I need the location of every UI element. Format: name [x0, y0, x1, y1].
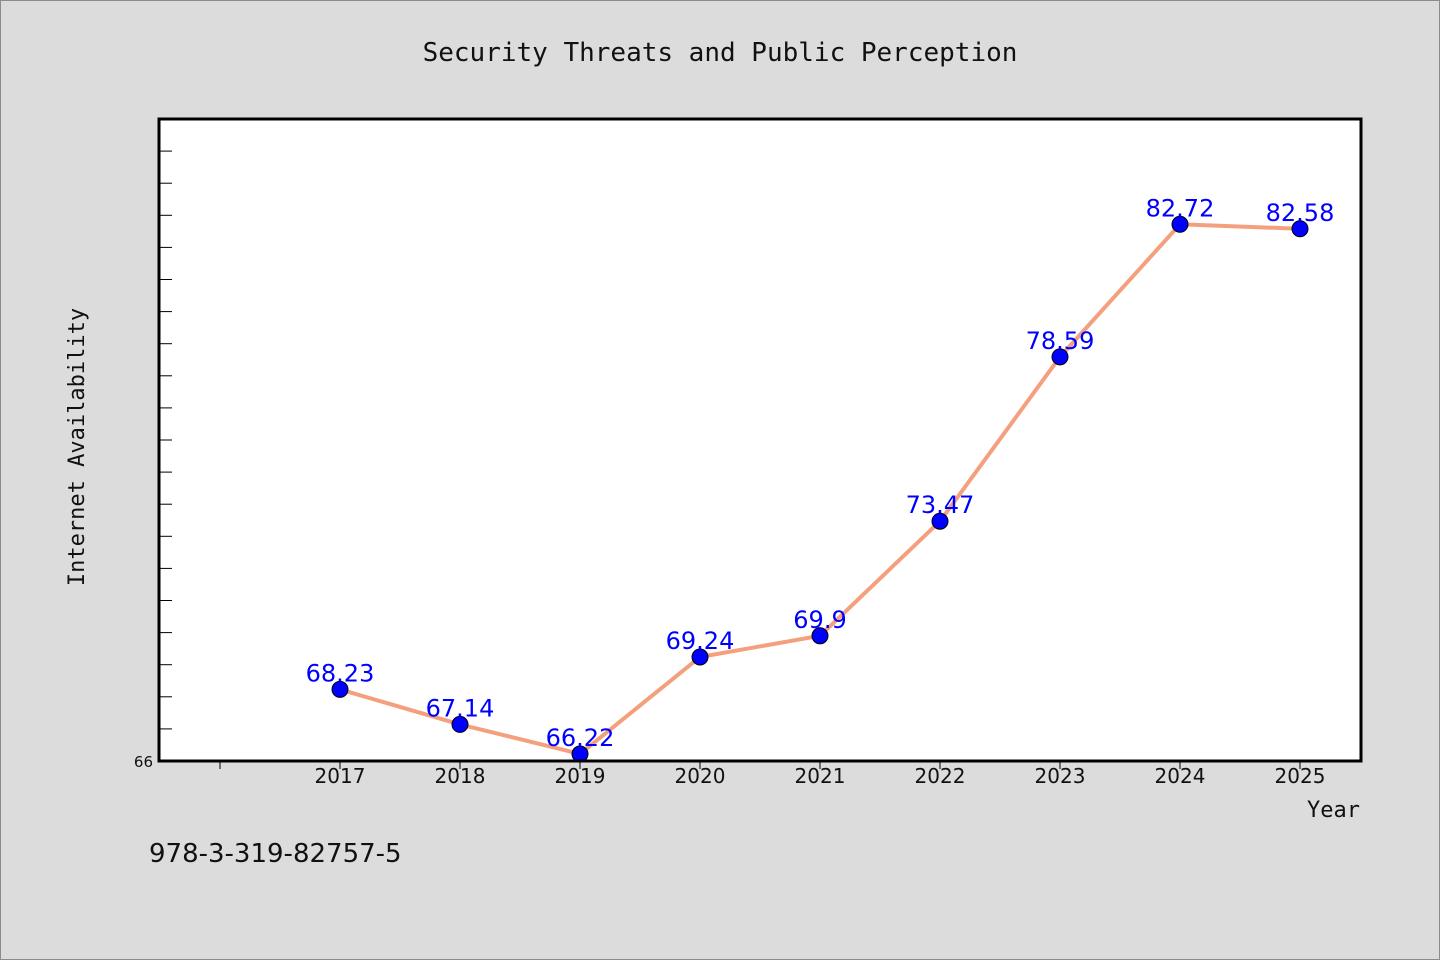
x-tick-label: 2023	[1035, 764, 1086, 788]
data-label: 66.22	[546, 724, 615, 752]
x-axis-tick-labels: 2017 2018 2019 2020 2021 2022 2023 2024 2025	[315, 764, 1326, 788]
plot-area	[159, 119, 1361, 761]
series-layer	[331, 215, 1309, 763]
data-label: 73.47	[906, 491, 975, 519]
x-tick-label: 2020	[675, 764, 726, 788]
x-tick-label: 2017	[315, 764, 366, 788]
data-point	[1171, 215, 1189, 233]
data-point	[931, 512, 949, 530]
data-label: 78.59	[1026, 327, 1095, 355]
y-tick-label: 66	[134, 753, 153, 771]
x-tick-label: 2024	[1155, 764, 1206, 788]
isbn-text: 978-3-319-82757-5	[149, 839, 402, 869]
data-label: 82.58	[1266, 199, 1335, 227]
data-label: 69.24	[666, 627, 735, 655]
x-tick-label: 2022	[915, 764, 966, 788]
x-tick-label: 2025	[1275, 764, 1326, 788]
y-axis-tick-labels: 66	[134, 753, 153, 771]
data-point	[451, 715, 469, 733]
data-point	[331, 680, 349, 698]
x-tick-label: 2021	[795, 764, 846, 788]
data-point	[1291, 220, 1309, 238]
x-tick-label: 2019	[555, 764, 606, 788]
data-label: 69.9	[793, 606, 846, 634]
data-label-layer: 68.23 67.14 66.22 69.24 69.9 73.47 78.59 82.72 8…	[306, 194, 1335, 752]
x-tick-label: 2018	[435, 764, 486, 788]
y-axis-ticks	[159, 150, 172, 730]
data-point	[1051, 348, 1069, 366]
data-point	[811, 627, 829, 645]
plot-border	[157, 117, 1363, 763]
data-label: 82.72	[1146, 194, 1215, 222]
y-axis-label: Internet Availability	[65, 308, 90, 586]
chart-title: Security Threats and Public Perception	[423, 38, 1018, 68]
data-label: 67.14	[426, 694, 495, 722]
x-axis-label: Year	[1307, 798, 1360, 823]
data-point	[691, 648, 709, 666]
data-label: 68.23	[306, 659, 375, 687]
